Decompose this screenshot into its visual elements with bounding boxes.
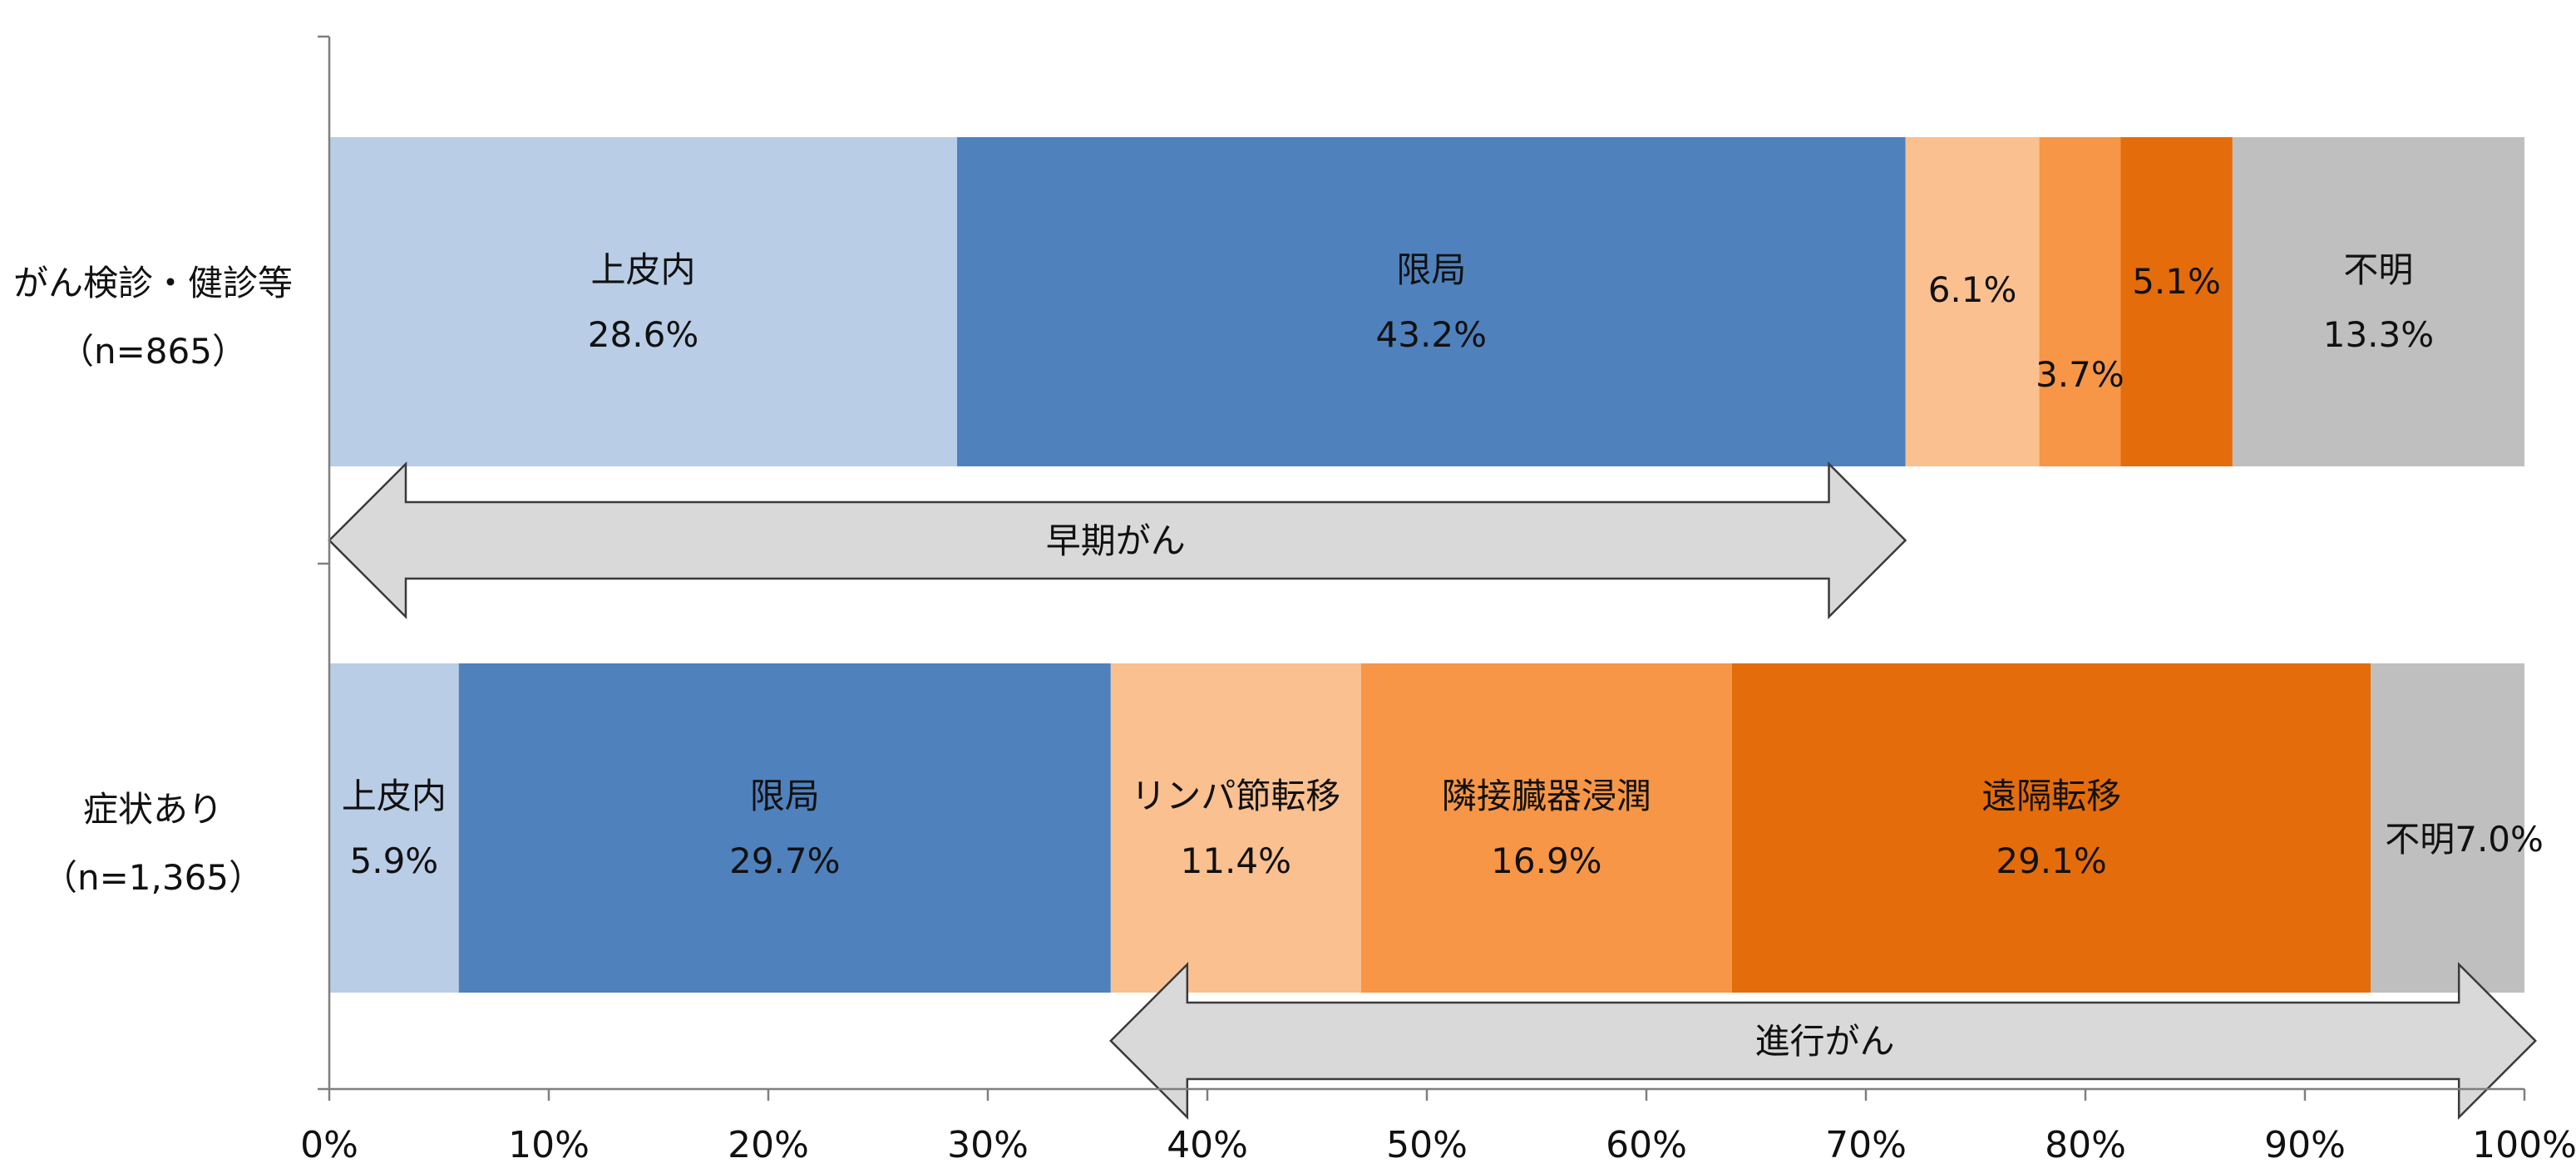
category-n-label: （n=1,365） xyxy=(42,857,264,898)
segment-label: 不明 xyxy=(2343,249,2413,290)
category-label: 症状あり xyxy=(83,789,223,830)
labels-layer: 上皮内 28.6% 限局 43.2% 6.1% 3.7% 5.1% 不明 13.3% がん検診・健… xyxy=(13,249,2576,1166)
bars-layer xyxy=(329,137,2524,993)
x-tick-label: 90% xyxy=(2264,1124,2346,1166)
segment-value-label: 不明7.0% xyxy=(2385,819,2544,860)
bar-segment xyxy=(1110,663,1361,993)
double-arrow-annotation xyxy=(328,461,1907,620)
x-tick-label: 0% xyxy=(300,1124,358,1166)
annotation-label: 進行がん xyxy=(1755,1021,1895,1062)
x-tick-label: 40% xyxy=(1167,1124,1248,1166)
segment-value-label: 3.7% xyxy=(2036,354,2124,395)
category-label: がん検診・健診等 xyxy=(13,263,293,303)
segment-label: 限局 xyxy=(1396,249,1466,290)
x-tick-label: 20% xyxy=(728,1124,809,1166)
segment-value-label: 43.2% xyxy=(1376,314,1487,355)
segment-label: 遠隔転移 xyxy=(1981,776,2121,816)
double-arrow-annotation xyxy=(1109,961,2537,1121)
segment-value-label: 29.7% xyxy=(729,840,840,881)
segment-label: 上皮内 xyxy=(342,776,447,816)
segment-label: 隣接臓器浸潤 xyxy=(1442,776,1651,816)
bar-segment xyxy=(458,663,1111,993)
segment-value-label: 6.1% xyxy=(1928,269,2017,310)
segment-value-label: 16.9% xyxy=(1491,840,1601,881)
segment-value-label: 28.6% xyxy=(588,314,698,355)
segment-label: 限局 xyxy=(750,776,820,816)
bar-segment xyxy=(329,663,459,993)
bar-segment xyxy=(2232,137,2524,466)
x-tick-label: 80% xyxy=(2045,1124,2126,1166)
x-tick-label: 100% xyxy=(2472,1124,2576,1166)
axes-layer xyxy=(318,35,2526,1101)
x-tick-label: 50% xyxy=(1386,1124,1468,1166)
category-n-label: （n=865） xyxy=(59,331,247,372)
bar-segment xyxy=(1905,137,2040,466)
segment-value-label: 5.1% xyxy=(2132,261,2221,302)
bar-segment xyxy=(1731,663,2371,993)
segment-value-label: 11.4% xyxy=(1181,840,1291,881)
x-tick-label: 10% xyxy=(508,1124,590,1166)
bar-segment xyxy=(2371,663,2524,993)
segment-label: リンパ節転移 xyxy=(1131,776,1340,816)
segment-value-label: 13.3% xyxy=(2323,314,2434,355)
bar-segment xyxy=(1360,663,1732,993)
segment-value-label: 29.1% xyxy=(1996,840,2106,881)
x-tick-label: 70% xyxy=(1825,1124,1907,1166)
segment-value-label: 5.9% xyxy=(350,840,439,881)
x-tick-label: 30% xyxy=(947,1124,1029,1166)
bar-segment xyxy=(329,137,958,466)
bar-segment xyxy=(2120,137,2233,466)
segment-label: 上皮内 xyxy=(591,249,696,290)
annotation-label: 早期がん xyxy=(1046,520,1186,561)
bar-segment xyxy=(957,137,1906,466)
x-tick-label: 60% xyxy=(1606,1124,1687,1166)
bar-segment xyxy=(2039,137,2121,466)
annotation-arrows-layer xyxy=(328,461,2537,1121)
